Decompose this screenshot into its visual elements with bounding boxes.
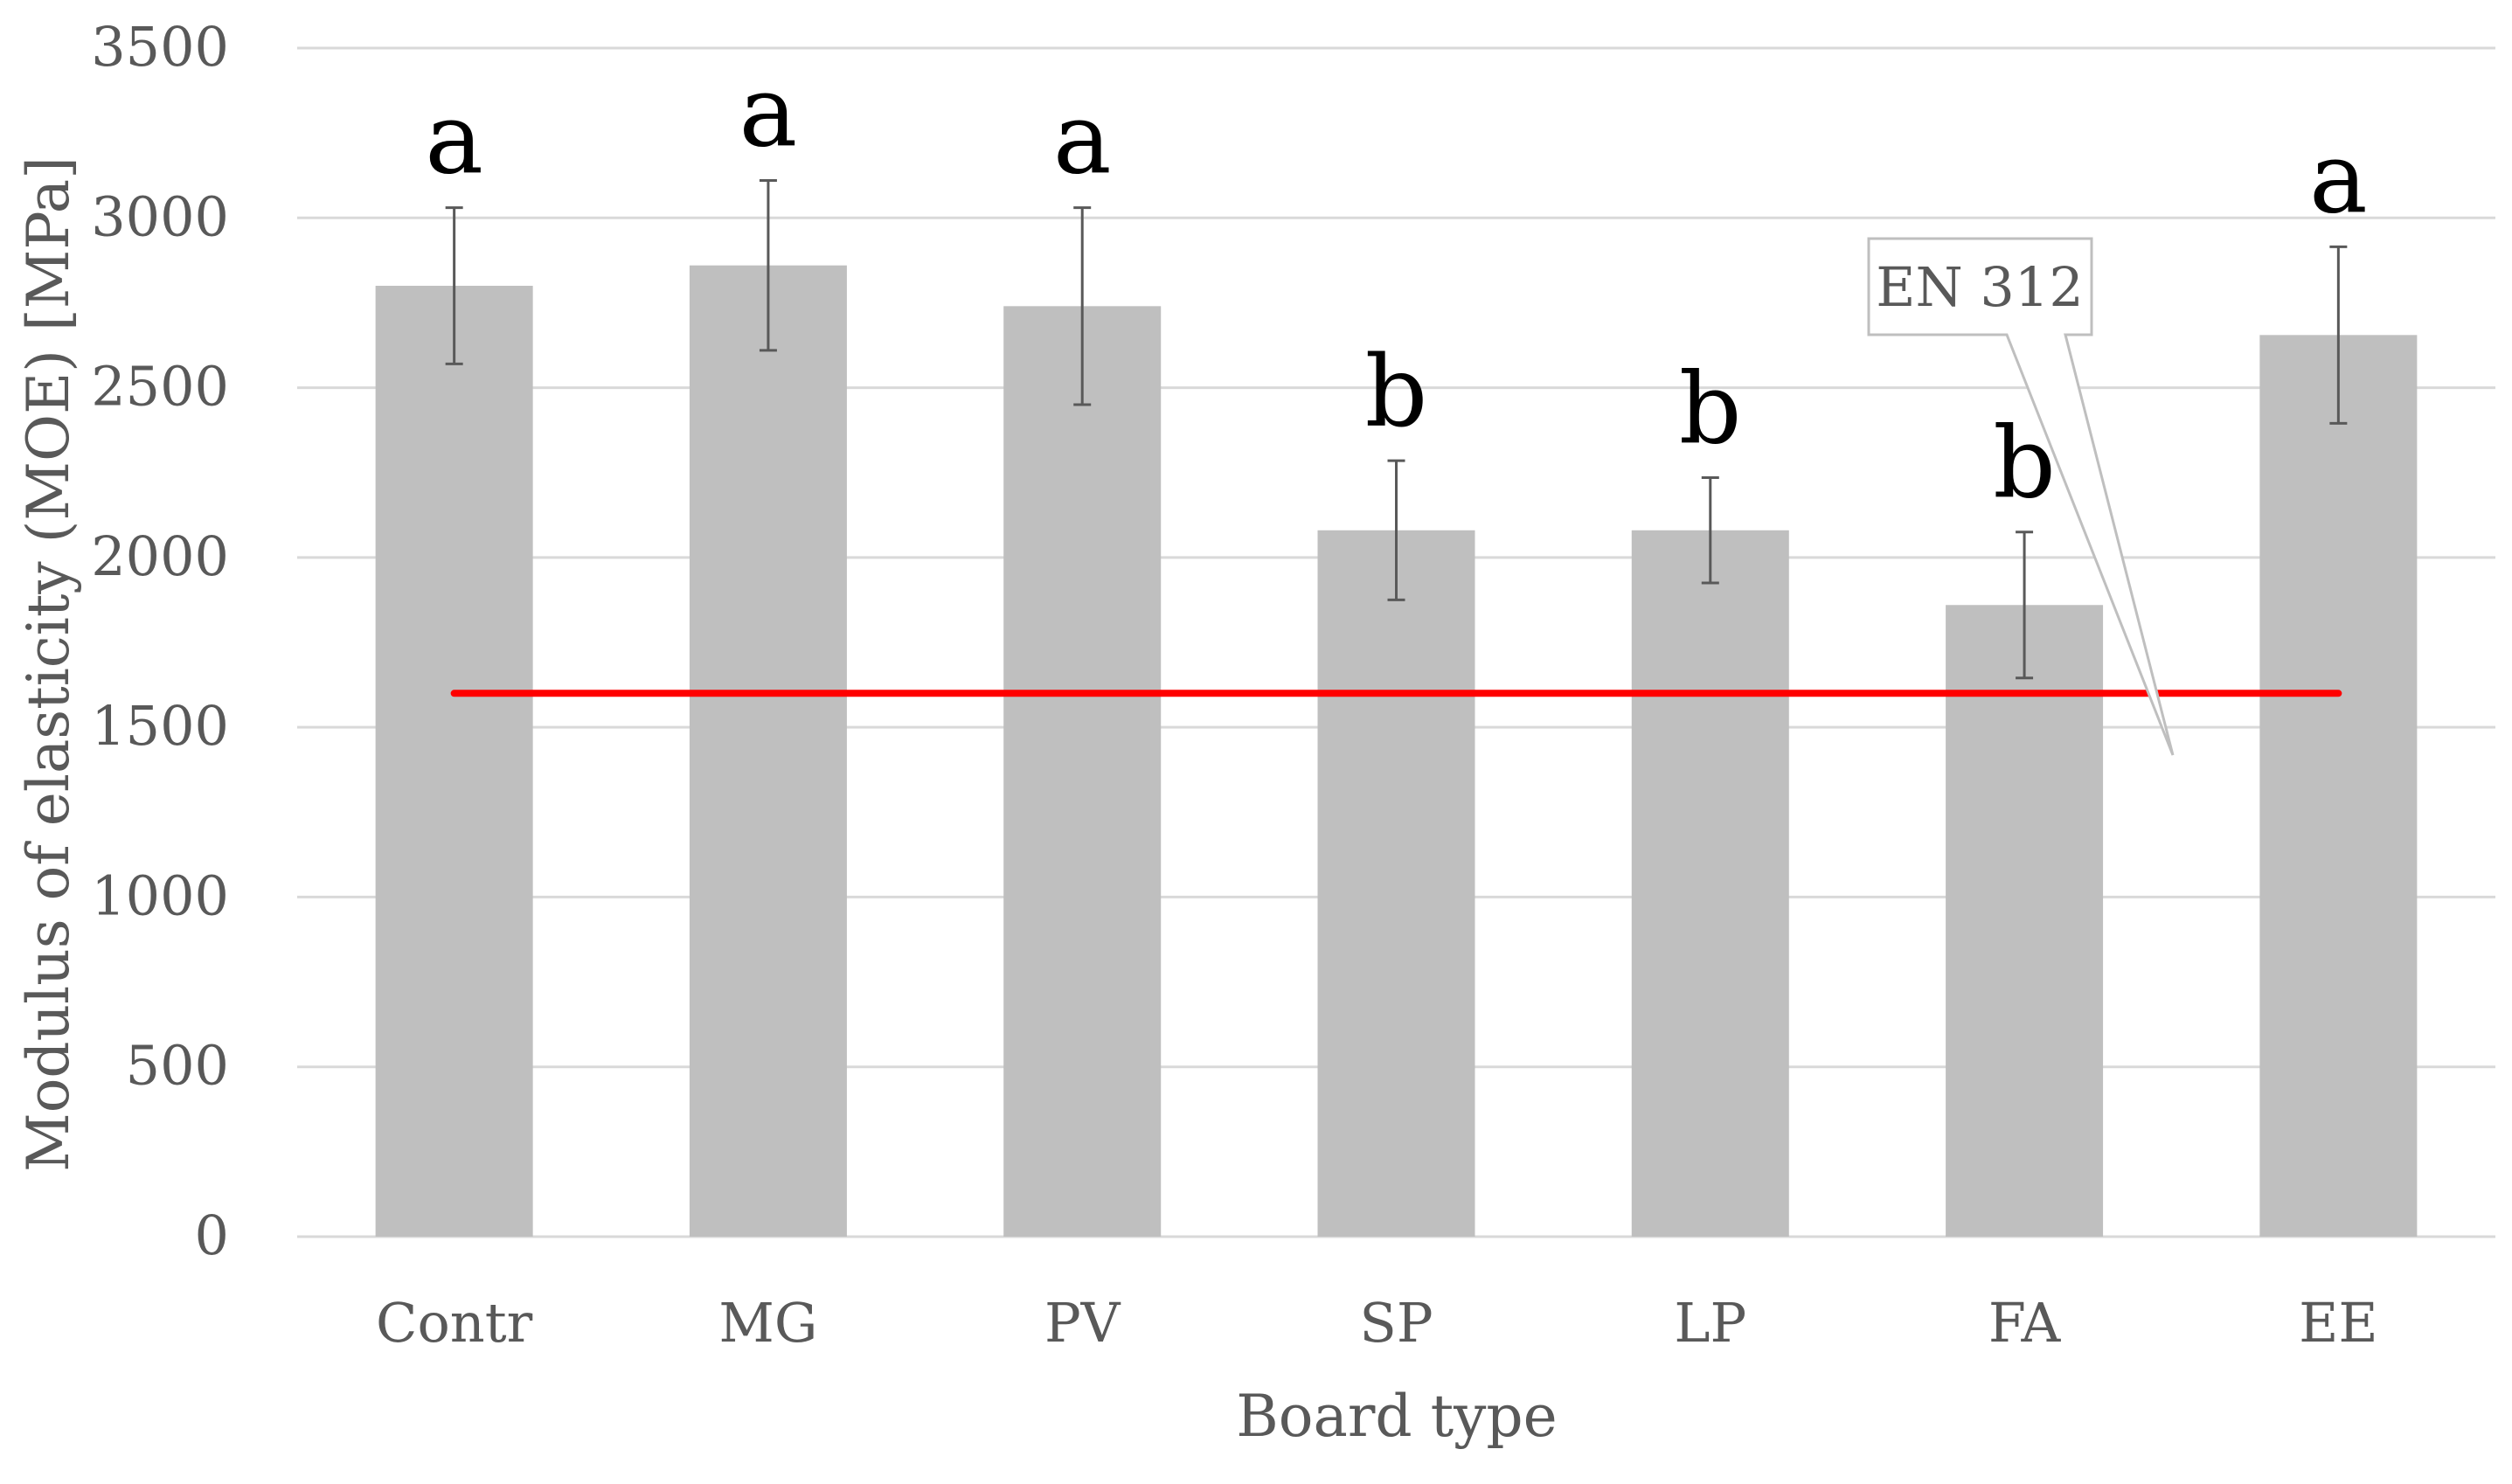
bar	[1631, 530, 1789, 1237]
significance-letter: a	[739, 56, 798, 170]
y-tick-label: 2500	[91, 355, 229, 419]
x-tick-label: FA	[1988, 1291, 2062, 1355]
bar	[1317, 530, 1475, 1237]
x-axis-tick-labels: Contr MG PV SP LP FA EE	[376, 1291, 2378, 1355]
callout-label: EN 312	[1876, 255, 2084, 319]
y-tick-label: 500	[126, 1034, 229, 1098]
y-tick-label: 1000	[91, 863, 229, 927]
significance-letter: a	[425, 83, 483, 197]
significance-letter: a	[2309, 121, 2368, 235]
reference-line-group: EN 312	[450, 237, 2342, 756]
significance-letters: a a a b b b a	[425, 56, 2367, 521]
x-tick-label: EE	[2299, 1291, 2378, 1355]
significance-letter: b	[1993, 407, 2056, 521]
x-tick-label: PV	[1044, 1291, 1121, 1355]
y-axis-tick-labels: 0 500 1000 1500 2000 2500 3000 3500	[91, 15, 229, 1267]
significance-letter: a	[1053, 83, 1112, 197]
y-tick-label: 3500	[91, 15, 229, 79]
bar	[1946, 605, 2104, 1237]
x-axis-title: Board type	[1236, 1383, 1557, 1450]
y-tick-label: 2000	[91, 524, 229, 588]
x-tick-label: SP	[1359, 1291, 1433, 1355]
y-axis-title: Modulus of elasticity (MOE) [MPa]	[15, 156, 82, 1172]
significance-letter: b	[1365, 336, 1428, 449]
bar	[375, 286, 533, 1237]
bar	[689, 265, 847, 1238]
x-tick-label: MG	[718, 1291, 817, 1355]
error-bars	[445, 179, 2348, 680]
bar	[1003, 306, 1162, 1237]
y-tick-label: 1500	[91, 694, 229, 758]
x-tick-label: LP	[1674, 1291, 1746, 1355]
significance-letter: b	[1679, 353, 1742, 467]
y-tick-label: 3000	[91, 184, 229, 248]
bars	[375, 265, 2418, 1238]
callout-box	[1867, 237, 2175, 756]
bar	[2259, 335, 2418, 1237]
y-tick-label: 0	[195, 1203, 229, 1267]
x-tick-label: Contr	[376, 1291, 533, 1355]
